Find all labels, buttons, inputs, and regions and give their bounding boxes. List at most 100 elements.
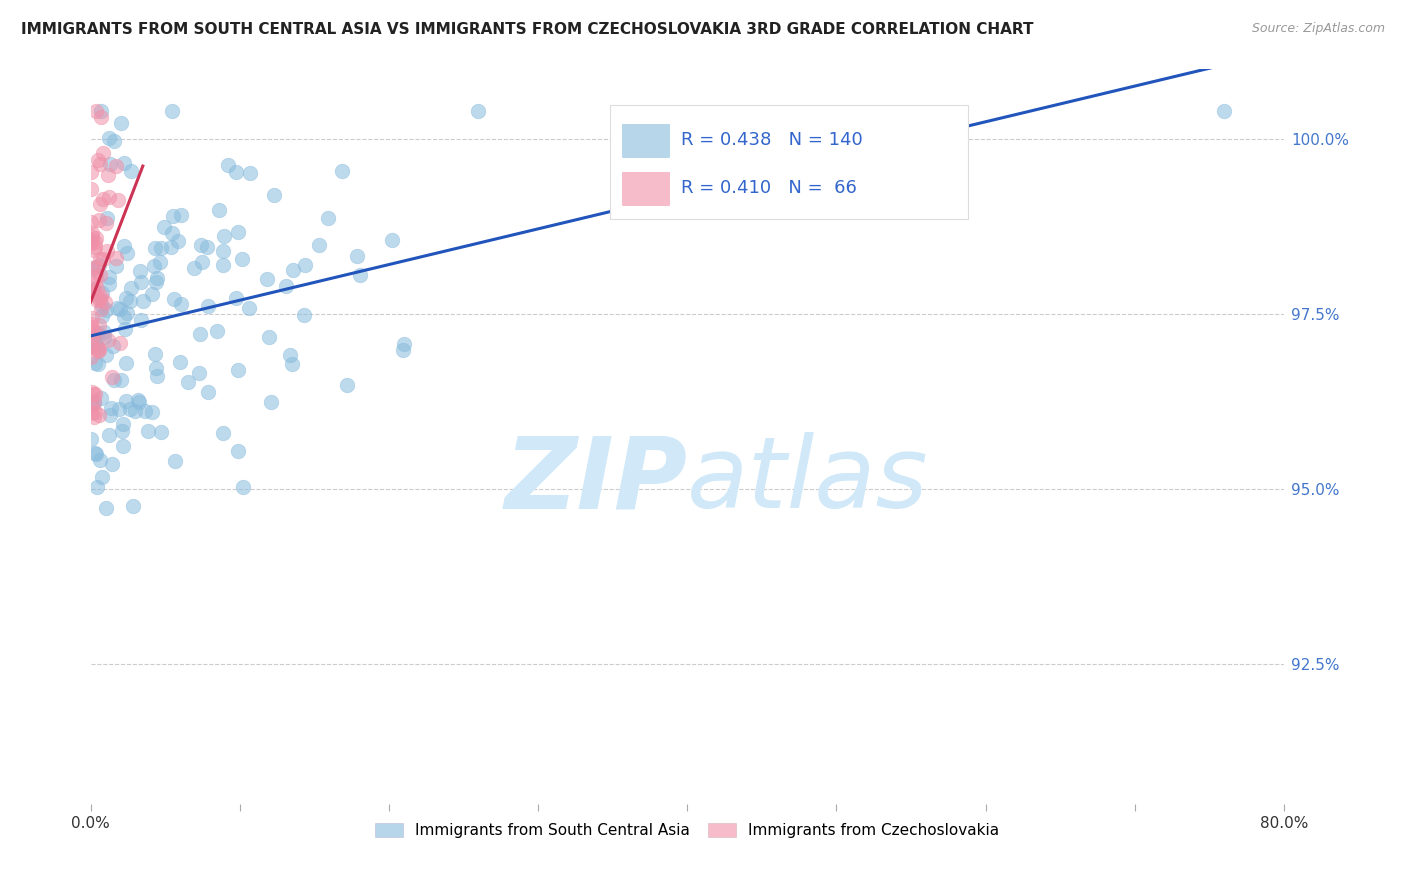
Point: [83, 325, 105, 339]
Point: [84, 276, 107, 290]
Point: [127, 392, 149, 407]
Point: [143, 347, 166, 361]
Point: [86, 293, 108, 307]
Point: [82, 399, 104, 413]
Point: [212, 228, 235, 243]
Point: [146, 369, 169, 384]
Point: [83, 393, 105, 408]
Text: ZIP: ZIP: [505, 432, 688, 529]
Point: [80, 317, 103, 331]
Point: [217, 158, 239, 172]
Point: [86, 357, 108, 371]
Point: [259, 394, 281, 409]
Point: [80, 260, 103, 275]
Point: [212, 244, 235, 258]
Point: [80, 330, 103, 344]
Point: [121, 499, 143, 513]
Point: [89, 291, 111, 305]
Point: [149, 255, 172, 269]
Point: [90, 392, 112, 406]
Point: [97, 277, 120, 291]
Point: [131, 294, 153, 309]
Point: [392, 336, 415, 351]
Point: [120, 293, 142, 308]
Point: [90, 470, 112, 484]
Point: [91, 193, 114, 207]
Point: [80, 230, 103, 244]
Point: [103, 373, 125, 387]
Point: [191, 255, 214, 269]
Point: [112, 439, 135, 453]
Point: [108, 301, 131, 316]
Point: [89, 213, 111, 227]
Point: [114, 394, 136, 409]
Point: [183, 260, 205, 275]
Point: [86, 480, 108, 494]
Point: [87, 153, 110, 167]
Point: [274, 279, 297, 293]
Point: [165, 454, 187, 468]
Point: [146, 270, 169, 285]
Point: [80, 395, 103, 409]
Point: [80, 432, 103, 446]
Point: [114, 291, 136, 305]
Point: [1213, 103, 1236, 118]
Point: [278, 348, 301, 362]
Point: [80, 165, 103, 179]
Point: [170, 297, 193, 311]
Text: R = 0.438   N = 140: R = 0.438 N = 140: [682, 131, 863, 149]
Point: [129, 264, 152, 278]
Point: [177, 375, 200, 389]
Point: [114, 322, 136, 336]
Point: [163, 293, 186, 307]
Point: [238, 301, 260, 315]
Point: [83, 283, 105, 297]
Point: [90, 302, 112, 317]
Point: [292, 309, 315, 323]
Point: [83, 446, 105, 460]
Point: [120, 281, 142, 295]
Point: [83, 235, 105, 250]
Point: [108, 401, 131, 416]
Point: [96, 244, 118, 259]
Point: [294, 258, 316, 272]
Point: [97, 270, 120, 285]
Point: [86, 260, 108, 274]
Point: [94, 303, 117, 318]
Point: [82, 282, 104, 296]
Legend: Immigrants from South Central Asia, Immigrants from Czechoslovakia: Immigrants from South Central Asia, Immi…: [370, 817, 1005, 845]
Point: [143, 259, 166, 273]
Point: [80, 235, 103, 250]
Point: [110, 373, 132, 387]
Point: [149, 241, 172, 255]
Point: [134, 404, 156, 418]
Point: [225, 165, 247, 179]
Point: [97, 168, 120, 182]
Point: [90, 289, 112, 303]
Point: [90, 103, 112, 118]
Point: [153, 219, 176, 234]
Point: [82, 384, 104, 399]
Point: [112, 310, 135, 325]
Point: [87, 258, 110, 272]
Point: [308, 238, 330, 252]
Point: [190, 326, 212, 341]
Point: [392, 343, 415, 357]
Point: [283, 262, 305, 277]
Point: [330, 164, 353, 178]
Point: [228, 226, 250, 240]
Point: [129, 312, 152, 326]
Point: [160, 240, 183, 254]
Point: [239, 166, 262, 180]
Point: [256, 272, 278, 286]
Point: [170, 208, 193, 222]
Point: [136, 424, 159, 438]
Point: [281, 358, 304, 372]
Point: [100, 401, 122, 415]
Point: [141, 404, 163, 418]
Point: [89, 197, 111, 211]
Point: [98, 190, 121, 204]
Point: [80, 181, 103, 195]
Point: [82, 262, 104, 277]
Point: [169, 354, 191, 368]
